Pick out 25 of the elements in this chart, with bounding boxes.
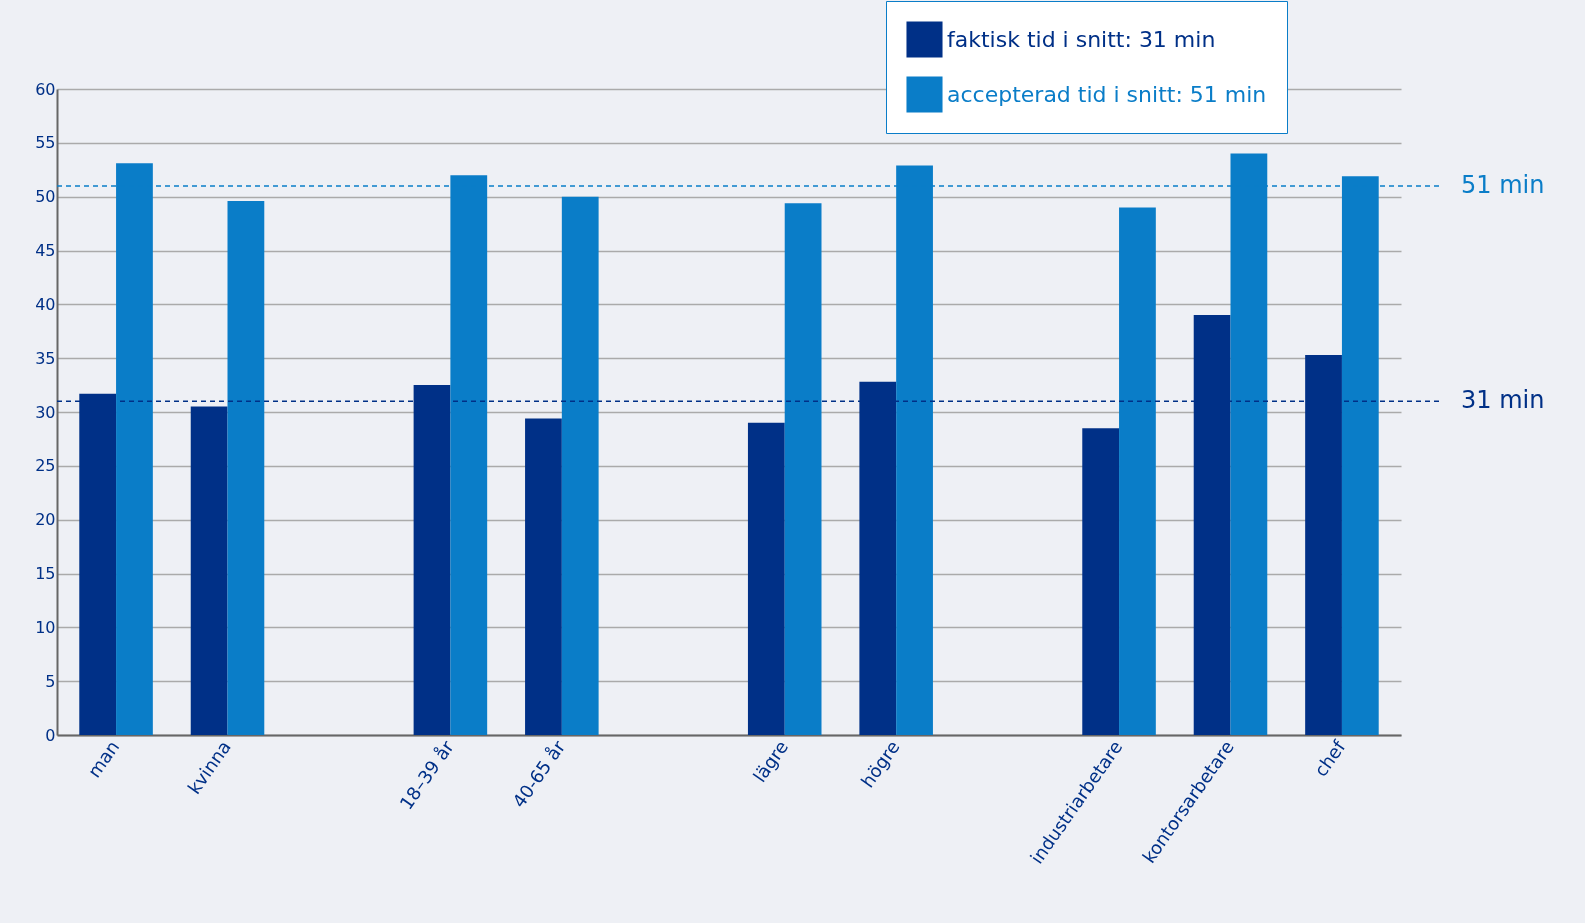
y-tick-label: 20 [35,510,56,530]
bar [784,203,822,735]
y-tick-label: 40 [35,294,56,314]
y-tick-label: 45 [35,241,56,260]
bar [525,418,562,735]
bar [227,200,265,735]
y-tick-label: 0 [45,725,56,745]
bar [1082,428,1120,735]
bar [190,406,228,735]
y-tick-label: 30 [35,402,56,422]
bar [561,196,599,735]
y-tick-label: 5 [45,671,56,691]
legend-label: accepterad tid i snitt: 51 min [947,81,1267,107]
y-tick-label: 55 [35,133,56,153]
y-tick-label: 60 [35,79,56,99]
bar [747,422,785,735]
ref-line-label: 31 min [1461,386,1545,415]
y-tick-label: 15 [35,564,56,583]
ref-line-label: 51 min [1461,170,1545,199]
y-tick-label: 50 [35,187,56,207]
y-tick-label: 35 [35,348,56,368]
y-tick-label: 10 [35,617,56,637]
y-tick-label: 25 [35,456,56,476]
legend-label: faktisk tid i snitt: 31 min [947,26,1216,52]
bar [1119,207,1156,735]
